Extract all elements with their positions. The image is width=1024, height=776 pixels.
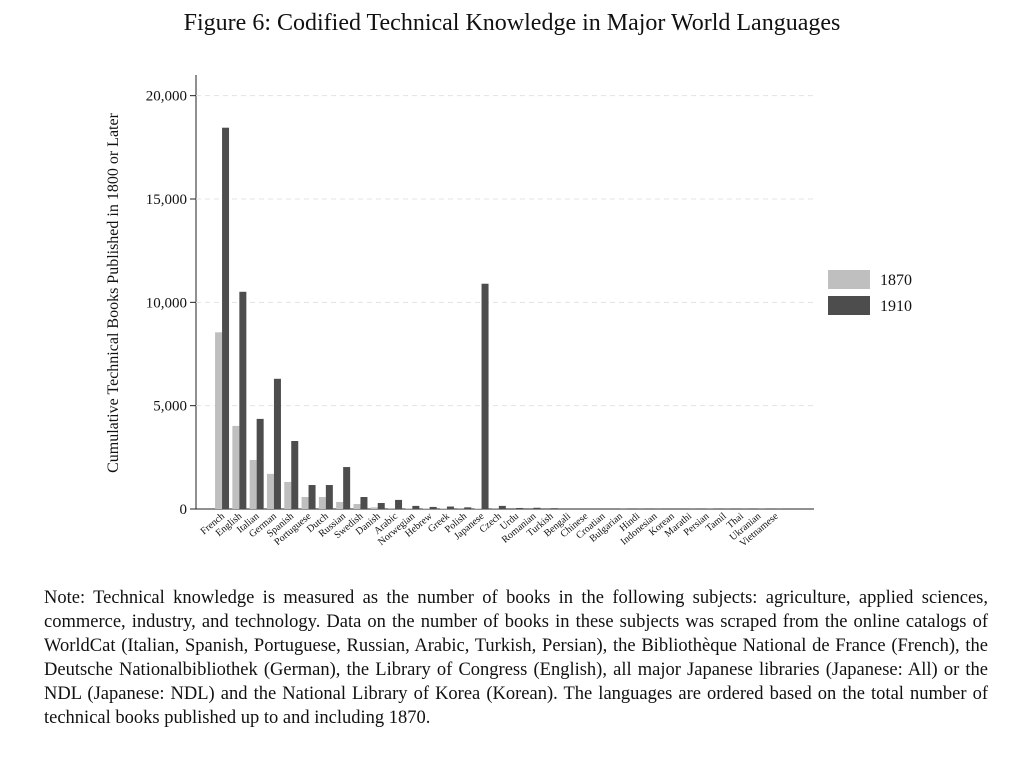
- bar: [301, 497, 309, 509]
- bar: [308, 485, 316, 509]
- y-tick-label: 15,000: [146, 192, 187, 208]
- bar: [671, 508, 679, 509]
- legend-label: 1870: [880, 272, 912, 289]
- bar: [429, 506, 437, 509]
- bar: [377, 503, 385, 509]
- note: Note: Technical knowledge is measured as…: [44, 588, 988, 728]
- bar: [602, 508, 610, 509]
- bar: [318, 497, 326, 509]
- bar: [370, 507, 378, 509]
- bar: [585, 508, 593, 509]
- bar: [464, 507, 472, 509]
- bar: [412, 505, 420, 509]
- bar: [273, 378, 281, 509]
- bar: [291, 441, 299, 509]
- bar: [239, 291, 247, 509]
- bar: [550, 508, 558, 509]
- y-axis-label: Cumulative Technical Books Published in …: [105, 112, 122, 473]
- chart-title: Figure 6: Codified Technical Knowledge i…: [184, 10, 841, 36]
- legend-swatch: [828, 296, 870, 315]
- bar: [284, 481, 292, 509]
- bar: [388, 507, 396, 509]
- y-tick-label: 0: [180, 502, 188, 518]
- bar: [360, 497, 368, 509]
- bar: [343, 467, 351, 509]
- bar: [336, 501, 344, 509]
- bar: [256, 418, 264, 509]
- bar: [498, 505, 506, 509]
- bar: [533, 507, 541, 509]
- bar: [516, 507, 524, 509]
- bar: [325, 485, 333, 509]
- y-tick-label: 20,000: [146, 89, 187, 105]
- chart: Figure 6: Codified Technical Knowledge i…: [105, 10, 912, 549]
- y-tick-label: 5,000: [153, 399, 187, 415]
- bar: [222, 127, 230, 509]
- bar: [395, 499, 403, 509]
- bar: [474, 508, 482, 509]
- bar: [249, 460, 257, 509]
- bar: [232, 425, 240, 509]
- bar: [481, 283, 489, 509]
- bar: [446, 506, 454, 509]
- bar: [353, 504, 361, 509]
- legend-label: 1910: [880, 298, 912, 315]
- bar: [568, 508, 576, 509]
- bar: [215, 332, 223, 509]
- legend-swatch: [828, 270, 870, 289]
- y-tick-label: 10,000: [146, 295, 187, 311]
- bar: [266, 473, 274, 509]
